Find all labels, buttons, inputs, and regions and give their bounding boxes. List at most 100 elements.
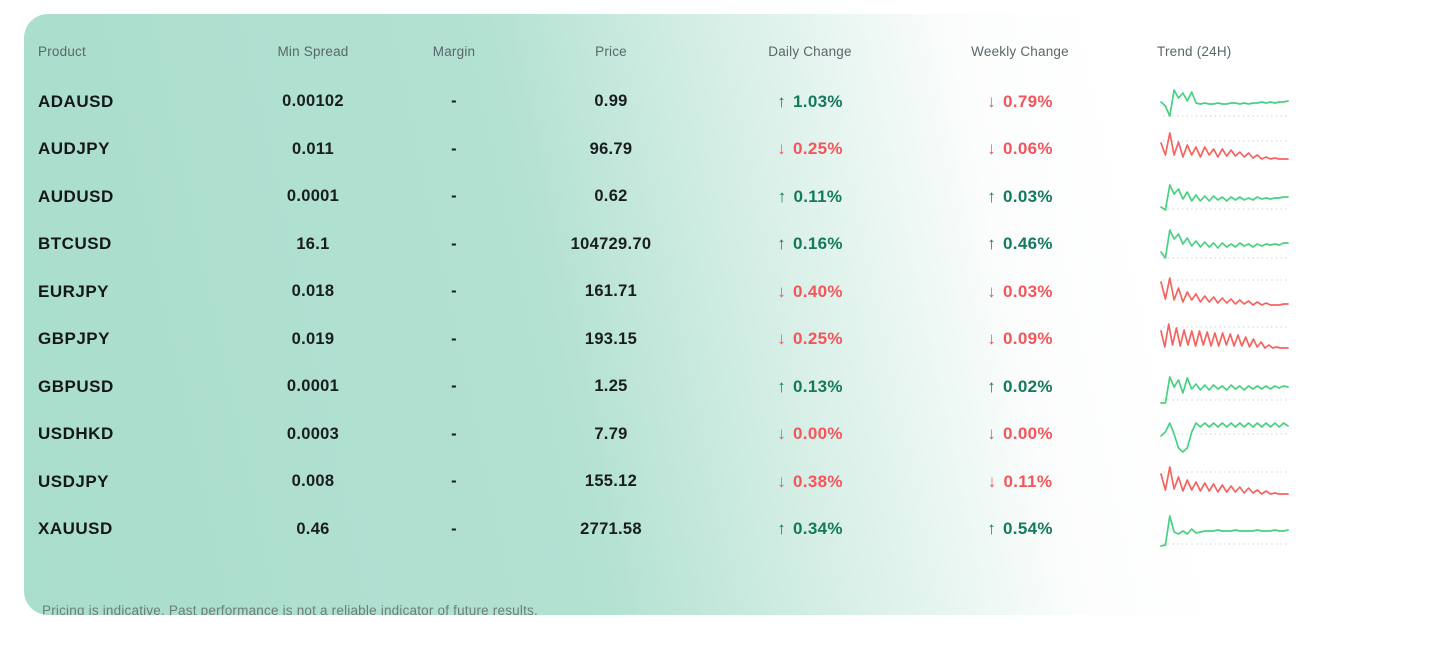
- weekly-change: ↑ 0.02%: [883, 377, 1157, 397]
- daily-change: ↓ 0.40%: [737, 282, 883, 302]
- weekly-change-arrow-icon: ↑: [987, 234, 997, 254]
- column-header-weekly_change: Weekly Change: [971, 43, 1069, 59]
- trend-cell: [1157, 414, 1446, 454]
- margin-value: -: [451, 282, 457, 301]
- daily-change-arrow-icon: ↑: [777, 376, 787, 396]
- weekly-change: ↓ 0.79%: [883, 92, 1157, 112]
- column-header-daily_change: Daily Change: [768, 43, 852, 59]
- weekly-change: ↑ 0.03%: [883, 187, 1157, 207]
- weekly-change-arrow-icon: ↓: [987, 91, 997, 111]
- daily-change: ↑ 1.03%: [737, 92, 883, 112]
- price-value: 161.71: [584, 282, 638, 301]
- table-row: USDHKD 0.0003 - 7.79 ↓ 0.00% ↓ 0.00%: [24, 411, 1446, 459]
- daily-change-value: 0.13%: [793, 376, 843, 396]
- weekly-change-arrow-icon: ↓: [987, 139, 997, 159]
- weekly-change-value: 0.09%: [1003, 329, 1053, 349]
- trend-sparkline: [1160, 515, 1289, 548]
- min-spread-value: 0.0001: [286, 377, 340, 396]
- price-value: 96.79: [589, 139, 633, 158]
- weekly-change: ↓ 0.06%: [883, 139, 1157, 159]
- trend-sparkline: [1160, 88, 1289, 117]
- trend-cell: [1157, 272, 1446, 312]
- column-header-price: Price: [595, 43, 627, 59]
- daily-change-value: 0.25%: [793, 329, 843, 349]
- daily-change-value: 0.00%: [793, 424, 843, 444]
- margin-value: -: [451, 377, 457, 396]
- trend-sparkline: [1160, 375, 1289, 404]
- product-name: EURJPY: [38, 281, 110, 301]
- weekly-change-arrow-icon: ↑: [987, 376, 997, 396]
- weekly-change-value: 0.79%: [1003, 91, 1053, 111]
- trend-cell: [1157, 367, 1446, 407]
- trend-cell: [1157, 224, 1446, 264]
- min-spread-value: 0.019: [291, 329, 335, 348]
- trend-sparkline: [1160, 183, 1289, 211]
- weekly-change: ↓ 0.09%: [883, 329, 1157, 349]
- weekly-change-arrow-icon: ↓: [987, 424, 997, 444]
- column-header-product: Product: [38, 43, 86, 59]
- weekly-change-value: 0.02%: [1003, 376, 1053, 396]
- trend-cell: [1157, 82, 1446, 122]
- daily-change: ↑ 0.34%: [737, 519, 883, 539]
- min-spread-value: 0.018: [291, 282, 335, 301]
- daily-change: ↑ 0.11%: [737, 187, 883, 207]
- product-name: XAUUSD: [38, 519, 113, 539]
- weekly-change-value: 0.46%: [1003, 234, 1053, 254]
- table-body: ADAUSD 0.00102 - 0.99 ↑ 1.03% ↓ 0.79% AU…: [24, 78, 1446, 553]
- price-value: 0.62: [594, 187, 628, 206]
- weekly-change-value: 0.06%: [1003, 139, 1053, 159]
- table-row: XAUUSD 0.46 - 2771.58 ↑ 0.34% ↑ 0.54%: [24, 506, 1446, 554]
- daily-change-value: 0.40%: [793, 281, 843, 301]
- product-name: USDHKD: [38, 424, 114, 444]
- table-row: BTCUSD 16.1 - 104729.70 ↑ 0.16% ↑ 0.46%: [24, 221, 1446, 269]
- daily-change-value: 0.34%: [793, 519, 843, 539]
- weekly-change: ↓ 0.00%: [883, 424, 1157, 444]
- table-row: GBPUSD 0.0001 - 1.25 ↑ 0.13% ↑ 0.02%: [24, 363, 1446, 411]
- weekly-change: ↓ 0.11%: [883, 472, 1157, 492]
- trend-sparkline: [1160, 465, 1289, 495]
- weekly-change-arrow-icon: ↑: [987, 186, 997, 206]
- weekly-change-value: 0.03%: [1003, 281, 1053, 301]
- table-row: EURJPY 0.018 - 161.71 ↓ 0.40% ↓ 0.03%: [24, 268, 1446, 316]
- trend-sparkline: [1160, 276, 1289, 306]
- price-value: 1.25: [594, 377, 628, 396]
- margin-value: -: [451, 329, 457, 348]
- weekly-change-value: 0.00%: [1003, 424, 1053, 444]
- price-value: 2771.58: [580, 519, 642, 538]
- min-spread-value: 0.46: [296, 519, 330, 538]
- daily-change-arrow-icon: ↑: [777, 519, 787, 539]
- daily-change: ↓ 0.25%: [737, 139, 883, 159]
- daily-change-arrow-icon: ↓: [777, 281, 787, 301]
- daily-change-arrow-icon: ↓: [777, 329, 787, 349]
- table-row: USDJPY 0.008 - 155.12 ↓ 0.38% ↓ 0.11%: [24, 458, 1446, 506]
- trend-sparkline: [1160, 323, 1289, 350]
- weekly-change-arrow-icon: ↓: [987, 281, 997, 301]
- weekly-change: ↓ 0.03%: [883, 282, 1157, 302]
- daily-change: ↑ 0.13%: [737, 377, 883, 397]
- weekly-change-arrow-icon: ↓: [987, 329, 997, 349]
- weekly-change: ↑ 0.46%: [883, 234, 1157, 254]
- daily-change-value: 0.25%: [793, 139, 843, 159]
- trend-cell: [1157, 509, 1446, 549]
- weekly-change-value: 0.03%: [1003, 186, 1053, 206]
- column-header-trend: Trend (24H): [1157, 43, 1232, 59]
- trend-sparkline: [1160, 132, 1289, 161]
- min-spread-value: 0.011: [292, 139, 334, 158]
- margin-value: -: [451, 472, 457, 491]
- market-pricing-card: Product Min Spread Margin Price Daily Change…: [24, 14, 1446, 615]
- weekly-change-arrow-icon: ↓: [987, 471, 997, 491]
- margin-value: -: [451, 424, 457, 443]
- daily-change-value: 0.11%: [793, 186, 843, 206]
- product-name: GBPJPY: [38, 329, 110, 349]
- trend-cell: [1157, 177, 1446, 217]
- trend-cell: [1157, 462, 1446, 502]
- table-row: ADAUSD 0.00102 - 0.99 ↑ 1.03% ↓ 0.79%: [24, 78, 1446, 126]
- price-value: 7.79: [594, 424, 628, 443]
- table-header-row: Product Min Spread Margin Price Daily Change…: [24, 14, 1446, 78]
- daily-change: ↓ 0.00%: [737, 424, 883, 444]
- daily-change-arrow-icon: ↓: [777, 424, 787, 444]
- product-name: USDJPY: [38, 471, 110, 491]
- disclaimer-text: Pricing is indicative. Past performance …: [42, 603, 538, 615]
- daily-change-arrow-icon: ↑: [777, 234, 787, 254]
- column-header-min_spread: Min Spread: [277, 43, 349, 59]
